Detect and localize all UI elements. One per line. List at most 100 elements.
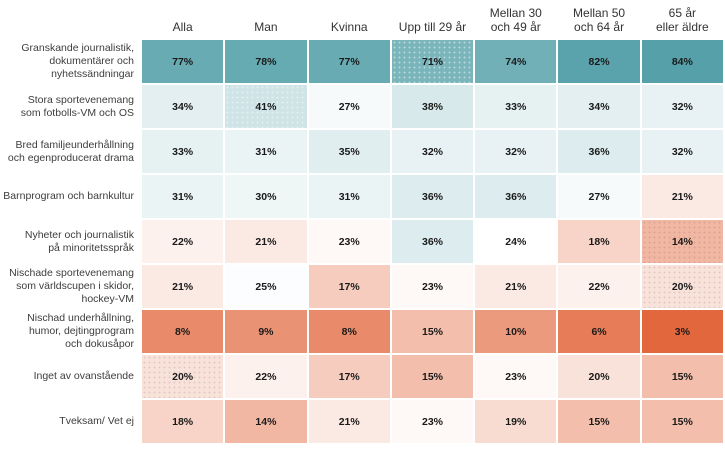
heatmap-cell: 23% [475,355,557,398]
column-header: Alla [172,20,193,34]
cell-value: 23% [421,280,443,293]
heatmap-cell: 15% [641,400,723,443]
cell-value: 6% [591,325,607,338]
column-header: Mellan 30 och 49 år [489,6,542,34]
heatmap-cell: 19% [475,400,557,443]
heatmap-cell: 27% [558,175,640,218]
column-header: Upp till 29 år [398,20,467,34]
heatmap-cell: 18% [142,400,224,443]
cell-value: 38% [421,100,443,113]
row-label: Nischad underhållning, humor, dejtingpro… [27,312,134,350]
heatmap-cell: 18% [558,220,640,263]
cell-value: 18% [588,235,610,248]
cell-value: 24% [505,235,527,248]
column-header: Kvinna [330,20,368,34]
cell-value: 32% [505,145,527,158]
cell-value: 20% [671,280,693,293]
cell-value: 32% [671,100,693,113]
cell-value: 30% [255,190,277,203]
heatmap-cell: 36% [558,130,640,173]
heatmap-cell: 36% [475,175,557,218]
heatmap-cell: 36% [391,175,474,218]
heatmap-cell: 82% [558,40,640,83]
cell-value: 32% [421,145,443,158]
cell-value: 21% [255,235,277,248]
cell-value: 77% [172,55,194,68]
cell-value: 8% [341,325,357,338]
heatmap-cell: 25% [225,265,307,308]
heatmap-cell: 24% [475,220,557,263]
cell-value: 8% [175,325,191,338]
cell-value: 31% [338,190,360,203]
heatmap-cell: 77% [308,40,390,83]
row-label: Nischade sportevenemang som världscupen … [9,267,134,305]
heatmap-cell: 3% [641,310,723,353]
row-label: Barnprogram och barnkultur [3,190,134,202]
heatmap-cell: 21% [142,265,224,308]
heatmap-cell: 15% [558,400,640,443]
heatmap-cell: 23% [308,220,390,263]
cell-value: 22% [588,280,610,293]
cell-value: 14% [671,235,693,248]
cell-value: 3% [674,325,690,338]
cell-value: 78% [255,55,277,68]
row-label: Tveksam/ Vet ej [59,415,134,427]
heatmap-cell: 20% [142,355,224,398]
heatmap-cell: 10% [475,310,557,353]
cell-value: 19% [505,415,527,428]
heatmap-cell: 8% [308,310,390,353]
row-label: Stora sportevenemang som fotbolls-VM och… [20,93,134,119]
cell-value: 33% [172,145,194,158]
cell-value: 15% [588,415,610,428]
heatmap-cell: 32% [641,130,723,173]
cell-value: 36% [588,145,610,158]
cell-value: 34% [172,100,194,113]
cell-value: 23% [505,370,527,383]
cell-value: 18% [172,415,194,428]
cell-value: 32% [671,145,693,158]
cell-value: 36% [421,190,443,203]
heatmap-cell: 23% [391,265,474,308]
column-header: Mellan 50 och 64 år [573,6,626,34]
cell-value: 22% [255,370,277,383]
heatmap-cell: 23% [391,400,474,443]
cell-value: 21% [505,280,527,293]
row-label: Inget av ovanstående [33,370,134,382]
cell-value: 21% [338,415,360,428]
heatmap-cell: 20% [641,265,723,308]
cell-value: 22% [172,235,194,248]
heatmap-cell: 20% [558,355,640,398]
cell-value: 15% [671,370,693,383]
cell-value: 15% [421,370,443,383]
heatmap-cell: 77% [142,40,224,83]
table-corner [0,4,140,38]
cell-value: 21% [671,190,693,203]
cell-value: 15% [671,415,693,428]
heatmap-cell: 14% [641,220,723,263]
heatmap-cell: 31% [225,130,307,173]
heatmap-cell: 14% [225,400,307,443]
cell-value: 41% [255,100,277,113]
heatmap-cell: 35% [308,130,390,173]
cell-value: 77% [338,55,360,68]
heatmap-cell: 34% [142,85,224,128]
cell-value: 27% [338,100,360,113]
row-label: Nyheter och journalistik på minoritetssp… [24,228,134,254]
row-label: Granskande journalistik, dokumentärer oc… [21,42,134,80]
heatmap-grid: Alla Man Kvinna Upp till 29 år Mellan 30 och… [0,4,723,443]
cell-value: 36% [421,235,443,248]
cell-value: 31% [255,145,277,158]
heatmap-cell: 84% [641,40,723,83]
heatmap-cell: 36% [391,220,474,263]
heatmap-cell: 30% [225,175,307,218]
heatmap-cell: 21% [308,400,390,443]
heatmap-cell: 15% [391,355,474,398]
heatmap-cell: 22% [225,355,307,398]
heatmap-cell: 32% [475,130,557,173]
column-header: 65 år eller äldre [655,6,709,34]
heatmap-cell: 32% [641,85,723,128]
heatmap-cell: 22% [558,265,640,308]
cell-value: 10% [505,325,527,338]
column-header: Man [254,20,278,34]
